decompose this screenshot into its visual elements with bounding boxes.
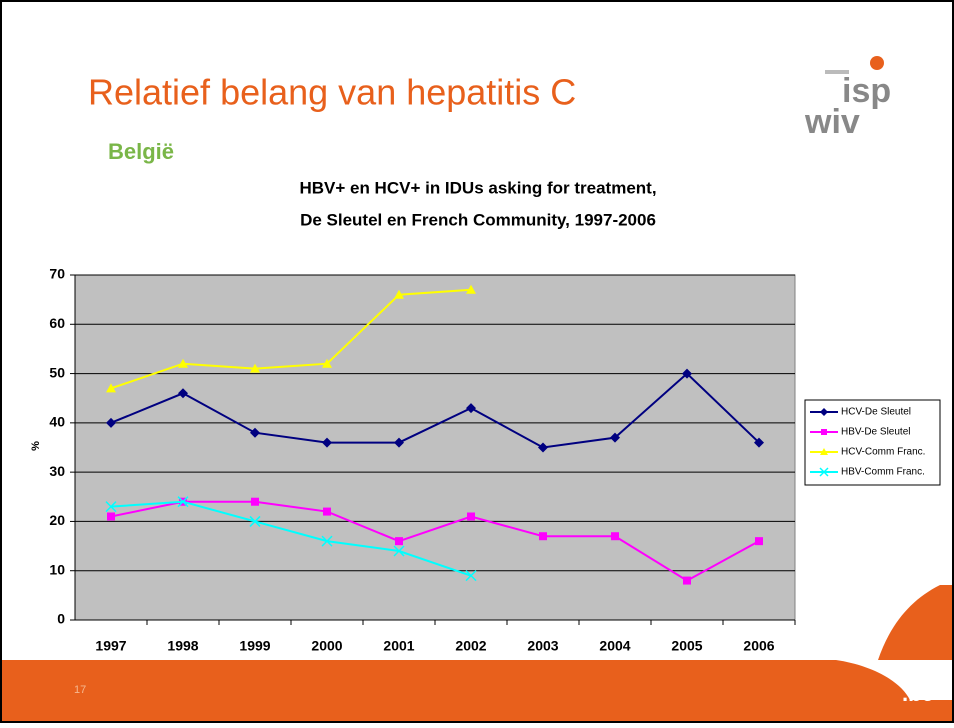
series-line <box>110 500 760 582</box>
logo-bottom: wiv <box>804 103 860 141</box>
data-point <box>755 537 763 546</box>
legend-marker <box>821 429 827 435</box>
data-point <box>250 427 260 438</box>
y-tick-label: 0 <box>57 611 65 627</box>
plot-area <box>74 274 796 621</box>
data-point <box>177 496 189 508</box>
data-point <box>466 284 476 294</box>
x-tick-label: 2002 <box>455 638 486 654</box>
data-point <box>107 512 115 521</box>
logo-top: isp <box>842 72 891 110</box>
y-tick-label: 40 <box>49 414 65 430</box>
y-tick-label: 30 <box>49 463 65 479</box>
data-point <box>754 437 764 448</box>
x-tick-label: 1999 <box>239 638 270 654</box>
logo-streak <box>825 70 849 74</box>
data-point <box>465 570 477 582</box>
data-point <box>322 358 332 368</box>
legend-marker <box>819 467 829 477</box>
data-point <box>538 442 548 453</box>
data-point <box>610 432 620 443</box>
data-point <box>321 535 333 547</box>
series-line <box>110 288 472 390</box>
legend-marker <box>820 448 828 455</box>
data-point <box>467 512 475 521</box>
y-tick-label: 70 <box>49 266 65 282</box>
chart-title: De Sleutel en French Community, 1997-200… <box>300 210 656 229</box>
data-point <box>466 403 476 414</box>
legend-label: HBV-De Sleutel <box>841 427 910 438</box>
data-point <box>394 437 404 448</box>
data-point <box>249 515 261 527</box>
data-point <box>106 383 116 393</box>
data-point <box>539 532 547 541</box>
x-tick-label: 2001 <box>383 638 414 654</box>
x-tick-label: 2005 <box>671 638 702 654</box>
data-point <box>394 289 404 299</box>
footer-cut <box>836 660 952 700</box>
legend-marker <box>820 408 828 416</box>
x-tick-label: 2000 <box>311 638 342 654</box>
data-point <box>682 368 692 379</box>
slide-title: Relatief belang van hepatitis C <box>88 72 576 113</box>
y-axis-label: % <box>30 441 42 451</box>
x-tick-label: 2003 <box>527 638 558 654</box>
data-point <box>683 576 691 585</box>
series-line <box>110 372 760 449</box>
data-point <box>251 497 259 506</box>
series-line <box>110 500 472 577</box>
data-point <box>395 537 403 546</box>
data-point <box>393 545 405 557</box>
data-point <box>323 507 331 516</box>
x-tick-label: 1997 <box>95 638 126 654</box>
logo-dot <box>870 56 884 70</box>
chart-title: HBV+ en HCV+ in IDUs asking for treatmen… <box>299 178 656 197</box>
y-tick-label: 50 <box>49 364 65 380</box>
x-tick-label: 1998 <box>167 638 198 654</box>
footer-bar <box>2 660 952 721</box>
slide-subtitle: België <box>108 139 174 164</box>
y-tick-label: 10 <box>49 561 65 577</box>
data-point <box>178 388 188 399</box>
x-tick-label: 2004 <box>599 638 630 654</box>
page-number: 17 <box>74 684 86 696</box>
legend-label: HCV-De Sleutel <box>841 407 911 418</box>
footer-swoosh <box>878 585 952 660</box>
y-tick-label: 60 <box>49 315 65 331</box>
data-point <box>106 417 116 428</box>
data-point <box>105 501 117 513</box>
legend-label: HBV-Comm Franc. <box>841 467 925 478</box>
legend <box>804 399 941 486</box>
y-tick-label: 20 <box>49 512 65 528</box>
footer-logo: .be <box>902 681 934 706</box>
legend-label: HCV-Comm Franc. <box>841 447 925 458</box>
data-point <box>322 437 332 448</box>
data-point <box>250 363 260 373</box>
x-tick-label: 2006 <box>743 638 774 654</box>
data-point <box>178 358 188 368</box>
data-point <box>611 532 619 541</box>
